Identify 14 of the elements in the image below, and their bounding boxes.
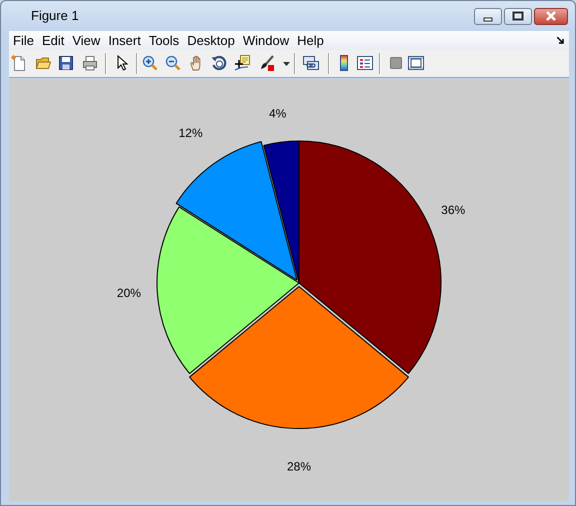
text: Edit: [42, 33, 64, 48]
data-label: 36%: [441, 202, 466, 217]
text: View: [72, 33, 100, 48]
chart-title: Figure 1: [31, 8, 79, 23]
text: Help: [297, 33, 324, 48]
text: Insert: [108, 33, 141, 48]
data-label: 4%: [268, 106, 287, 120]
data-label: 12%: [178, 126, 203, 140]
text: Window: [242, 33, 290, 48]
text: Tools: [148, 33, 180, 48]
data-label: 28%: [286, 460, 312, 474]
data-label: 20%: [116, 286, 142, 300]
text: Desktop: [187, 33, 235, 48]
text: File: [13, 33, 34, 48]
